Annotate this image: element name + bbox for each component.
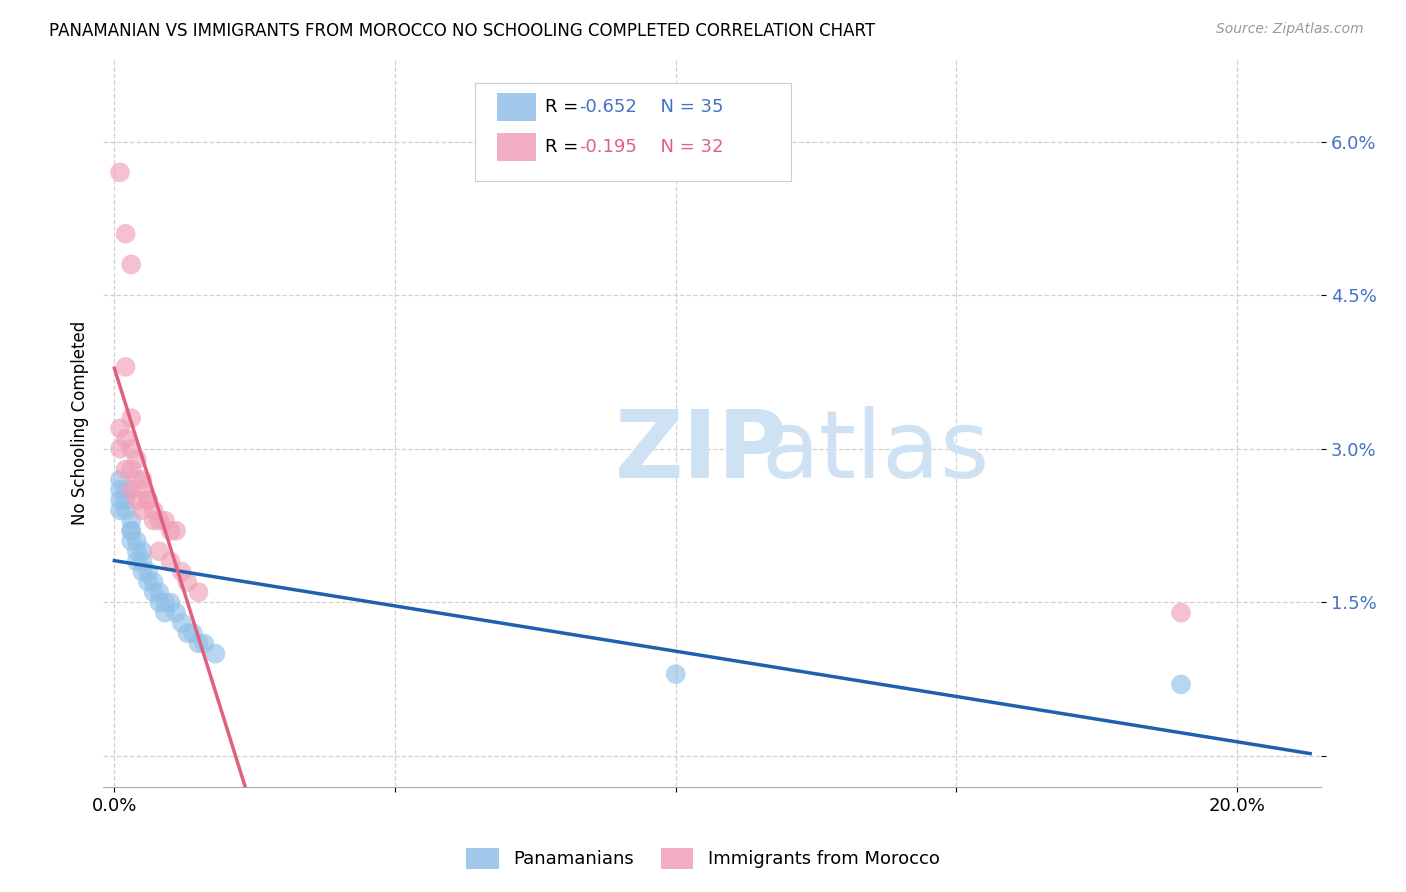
Point (153, 595, 176, 609)
Point (131, 483, 153, 497)
Point (148, 585, 170, 599)
Point (159, 554, 181, 568)
Text: atlas: atlas (761, 407, 990, 499)
Point (120, 462, 142, 476)
Point (142, 574, 165, 589)
Point (1170, 677, 1192, 691)
Text: Source: ZipAtlas.com: Source: ZipAtlas.com (1216, 22, 1364, 37)
Point (148, 544, 170, 558)
Text: R =: R = (546, 98, 585, 116)
Point (120, 524, 142, 538)
Point (153, 514, 176, 528)
Point (131, 544, 153, 558)
Point (120, 514, 142, 528)
Point (181, 626, 204, 640)
Point (120, 411, 142, 425)
FancyBboxPatch shape (496, 133, 536, 161)
Point (159, 524, 181, 538)
Point (187, 585, 209, 599)
Point (142, 585, 165, 599)
Point (125, 534, 148, 549)
Point (125, 544, 148, 558)
Point (108, 483, 131, 497)
Point (165, 524, 187, 538)
Point (108, 165, 131, 179)
Point (114, 493, 136, 508)
Point (125, 452, 148, 467)
Text: -0.195: -0.195 (579, 138, 637, 156)
Point (665, 667, 688, 681)
Point (131, 565, 153, 579)
Point (176, 574, 198, 589)
Point (136, 574, 159, 589)
Y-axis label: No Schooling Completed: No Schooling Completed (72, 321, 89, 525)
Point (108, 493, 131, 508)
Point (142, 503, 165, 517)
Point (176, 626, 198, 640)
Point (193, 636, 215, 650)
Point (125, 554, 148, 568)
Point (136, 565, 159, 579)
Legend: Panamanians, Immigrants from Morocco: Panamanians, Immigrants from Morocco (458, 840, 948, 876)
Point (120, 524, 142, 538)
FancyBboxPatch shape (496, 93, 536, 120)
Point (153, 606, 176, 620)
Point (114, 462, 136, 476)
Text: R =: R = (546, 138, 585, 156)
Point (108, 421, 131, 435)
Point (114, 432, 136, 446)
Point (165, 606, 187, 620)
Point (108, 442, 131, 456)
Point (131, 503, 153, 517)
FancyBboxPatch shape (475, 83, 792, 181)
Text: ZIP: ZIP (614, 407, 787, 499)
Point (131, 554, 153, 568)
Point (114, 483, 136, 497)
Point (114, 359, 136, 374)
Point (125, 473, 148, 487)
Point (114, 227, 136, 241)
Point (120, 483, 142, 497)
Point (187, 636, 209, 650)
Point (120, 534, 142, 549)
Point (136, 493, 159, 508)
Text: N = 35: N = 35 (650, 98, 724, 116)
Point (1170, 606, 1192, 620)
Text: N = 32: N = 32 (650, 138, 724, 156)
Point (170, 615, 193, 630)
Point (131, 473, 153, 487)
Text: -0.652: -0.652 (579, 98, 637, 116)
Point (120, 257, 142, 271)
Point (148, 514, 170, 528)
Point (108, 473, 131, 487)
Point (148, 595, 170, 609)
Point (108, 503, 131, 517)
Text: PANAMANIAN VS IMMIGRANTS FROM MOROCCO NO SCHOOLING COMPLETED CORRELATION CHART: PANAMANIAN VS IMMIGRANTS FROM MOROCCO NO… (49, 22, 876, 40)
Point (120, 442, 142, 456)
Point (204, 647, 226, 661)
Point (159, 595, 181, 609)
Point (170, 565, 193, 579)
Point (114, 503, 136, 517)
Point (136, 493, 159, 508)
Point (142, 514, 165, 528)
Point (125, 493, 148, 508)
